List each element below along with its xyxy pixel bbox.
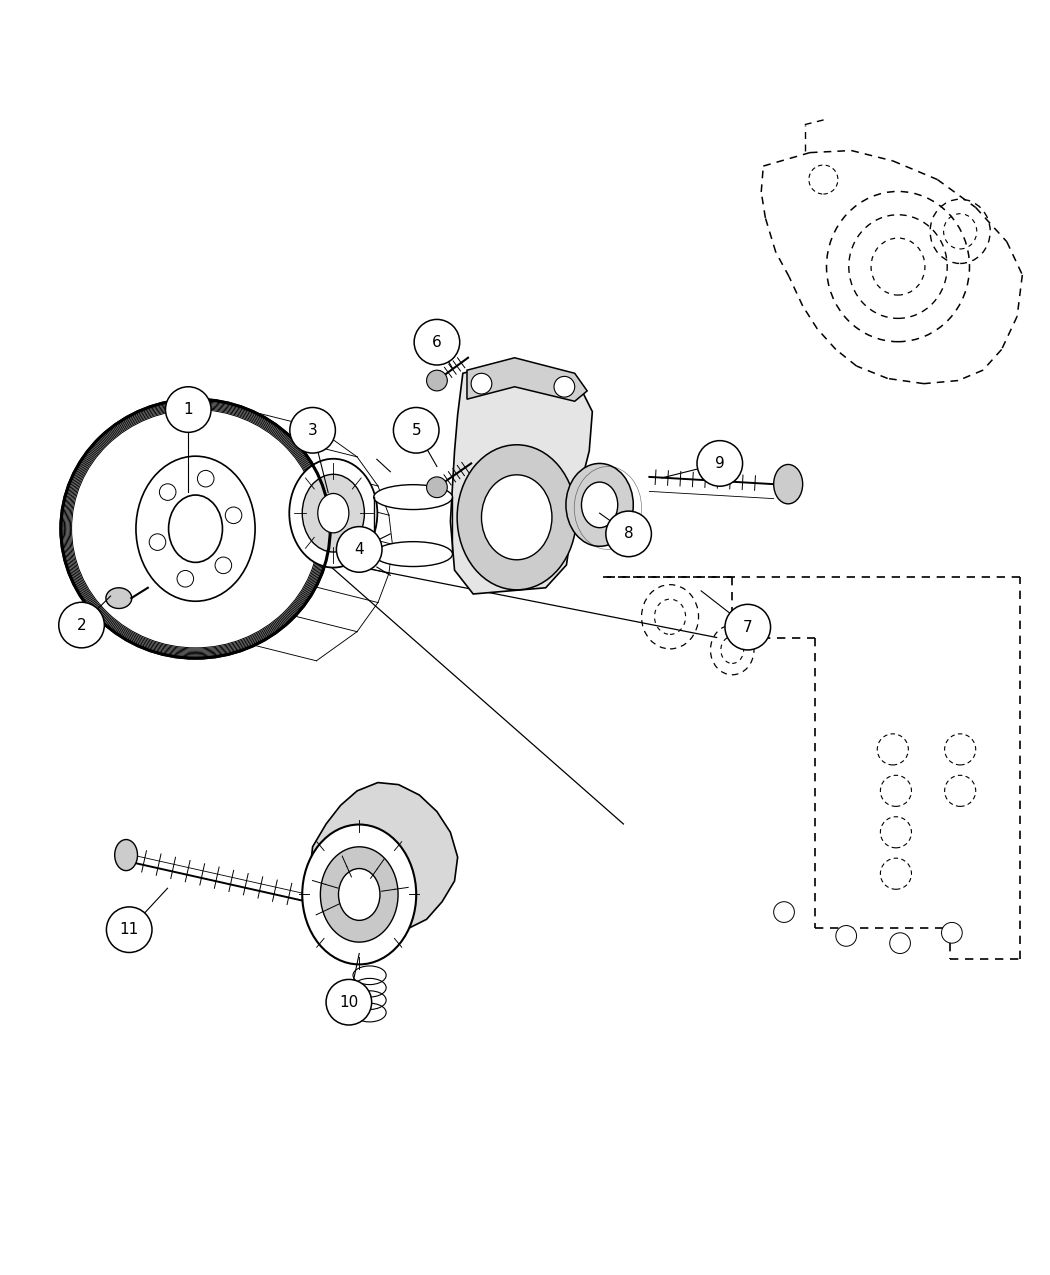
Circle shape	[177, 570, 193, 586]
Text: 10: 10	[339, 994, 358, 1010]
Text: 8: 8	[624, 527, 633, 542]
Circle shape	[426, 370, 447, 391]
Circle shape	[426, 477, 447, 497]
Ellipse shape	[457, 445, 576, 590]
Ellipse shape	[290, 459, 377, 567]
Text: 3: 3	[308, 423, 317, 437]
Circle shape	[554, 376, 574, 397]
Text: 11: 11	[120, 922, 139, 937]
Circle shape	[197, 470, 214, 487]
Ellipse shape	[302, 474, 364, 552]
Ellipse shape	[774, 464, 802, 504]
Ellipse shape	[320, 847, 398, 942]
Ellipse shape	[169, 495, 223, 562]
Ellipse shape	[106, 588, 132, 608]
Circle shape	[166, 386, 211, 432]
Ellipse shape	[114, 839, 138, 871]
Circle shape	[290, 408, 335, 453]
Circle shape	[878, 734, 908, 765]
Circle shape	[945, 775, 975, 806]
Circle shape	[414, 320, 460, 365]
Ellipse shape	[318, 493, 349, 533]
Ellipse shape	[566, 463, 633, 546]
Circle shape	[471, 374, 491, 394]
Ellipse shape	[135, 456, 255, 602]
Ellipse shape	[482, 474, 552, 560]
Circle shape	[836, 926, 857, 946]
Circle shape	[149, 534, 166, 551]
Text: 4: 4	[355, 542, 364, 557]
Circle shape	[106, 907, 152, 952]
Text: 7: 7	[743, 620, 753, 635]
Text: 1: 1	[184, 402, 193, 417]
Circle shape	[226, 507, 242, 524]
Ellipse shape	[374, 542, 453, 566]
Circle shape	[160, 483, 176, 500]
Ellipse shape	[61, 399, 330, 658]
Circle shape	[59, 602, 104, 648]
Circle shape	[880, 858, 911, 889]
Ellipse shape	[374, 484, 453, 510]
Circle shape	[880, 775, 911, 806]
Circle shape	[606, 511, 651, 557]
Circle shape	[327, 979, 372, 1025]
Text: 5: 5	[412, 423, 421, 437]
Circle shape	[697, 441, 742, 486]
Circle shape	[394, 408, 439, 453]
Circle shape	[215, 557, 232, 574]
Ellipse shape	[582, 482, 617, 528]
Polygon shape	[310, 783, 458, 936]
Circle shape	[880, 817, 911, 848]
Ellipse shape	[338, 868, 380, 921]
Circle shape	[942, 922, 962, 944]
Polygon shape	[467, 358, 587, 402]
Circle shape	[889, 933, 910, 954]
Circle shape	[808, 164, 838, 194]
Circle shape	[774, 901, 795, 922]
Polygon shape	[450, 360, 592, 594]
Circle shape	[336, 527, 382, 572]
Ellipse shape	[302, 825, 416, 964]
Circle shape	[945, 734, 975, 765]
Text: 6: 6	[432, 335, 442, 349]
Text: 2: 2	[77, 617, 86, 632]
Circle shape	[724, 604, 771, 650]
Text: 9: 9	[715, 456, 724, 470]
